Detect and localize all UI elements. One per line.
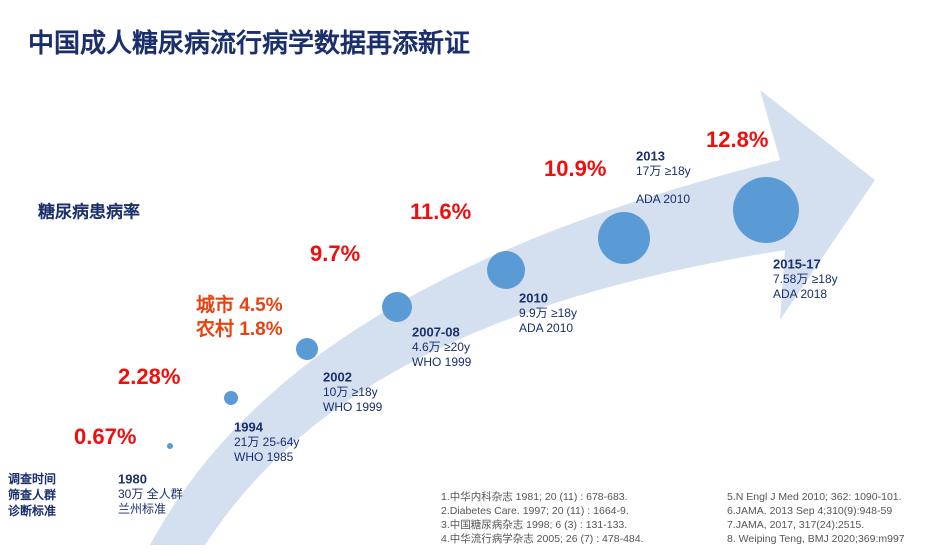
prevalence-rate: 9.7% xyxy=(310,241,360,266)
prevalence-rate: 0.67% xyxy=(74,424,136,449)
survey-criteria: ADA 2010 xyxy=(519,321,573,335)
bubble xyxy=(224,391,238,405)
survey-sample: 21万 25-64y xyxy=(234,435,299,449)
reference: 2.Diabetes Care. 1997; 20 (11) : 1664-9. xyxy=(441,505,629,517)
reference: 4.中华流行病学杂志 2005; 26 (7) : 478-484. xyxy=(441,532,644,545)
prevalence-rate: 11.6% xyxy=(410,199,471,224)
title: 中国成人糖尿病流行病学数据再添新证 xyxy=(28,28,470,58)
bubble xyxy=(487,251,525,289)
bubble xyxy=(296,338,318,360)
row-label: 筛查人群 xyxy=(8,487,56,502)
survey-criteria: ADA 2010 xyxy=(636,192,690,206)
growth-arrow xyxy=(150,90,875,545)
reference: 6.JAMA. 2013 Sep 4;310(9):948-59 xyxy=(727,505,892,517)
survey-criteria: 兰州标准 xyxy=(118,502,166,516)
survey-year: 1980 xyxy=(118,471,147,486)
survey-sample: 30万 全人群 xyxy=(118,486,183,501)
survey-criteria: ADA 2018 xyxy=(773,287,827,301)
survey-year: 2013 xyxy=(636,148,665,163)
bubble xyxy=(167,443,173,449)
reference: 7.JAMA, 2017, 317(24):2515. xyxy=(727,519,864,531)
survey-criteria: WHO 1985 xyxy=(234,450,294,464)
prevalence-rate: 城市 4.5% xyxy=(196,293,283,316)
survey-sample: 10万 ≥18y xyxy=(323,385,378,399)
survey-year: 2015-17 xyxy=(773,256,821,271)
bubble xyxy=(598,212,650,264)
survey-criteria: WHO 1999 xyxy=(323,400,383,414)
reference: 1.中华内科杂志 1981; 20 (11) : 678-683. xyxy=(441,490,628,503)
survey-year: 2010 xyxy=(519,290,548,305)
survey-year: 1994 xyxy=(234,419,264,434)
survey-sample: 9.9万 ≥18y xyxy=(519,306,577,320)
row-label: 调查时间 xyxy=(8,471,56,486)
reference: 8. Weiping Teng, BMJ 2020;369:m997 xyxy=(727,533,905,545)
prevalence-rate: 农村 1.8% xyxy=(195,317,283,340)
survey-sample: 7.58万 ≥18y xyxy=(773,272,838,286)
prevalence-rate: 2.28% xyxy=(118,364,180,389)
bubble xyxy=(733,177,799,243)
survey-sample: 4.6万 ≥20y xyxy=(412,340,470,354)
survey-sample: 17万 ≥18y xyxy=(636,164,691,178)
reference: 3.中国糖尿病杂志 1998; 6 (3) : 131-133. xyxy=(441,518,627,531)
bubble xyxy=(382,292,412,322)
survey-year: 2002 xyxy=(323,369,352,384)
survey-criteria: WHO 1999 xyxy=(412,355,472,369)
reference: 5.N Engl J Med 2010; 362: 1090-101. xyxy=(727,491,902,503)
survey-year: 2007-08 xyxy=(412,324,460,339)
row-label: 诊断标准 xyxy=(8,503,56,518)
prevalence-rate: 12.8% xyxy=(706,127,768,152)
prevalence-label: 糖尿病患病率 xyxy=(38,201,140,221)
prevalence-rate: 10.9% xyxy=(544,156,606,181)
